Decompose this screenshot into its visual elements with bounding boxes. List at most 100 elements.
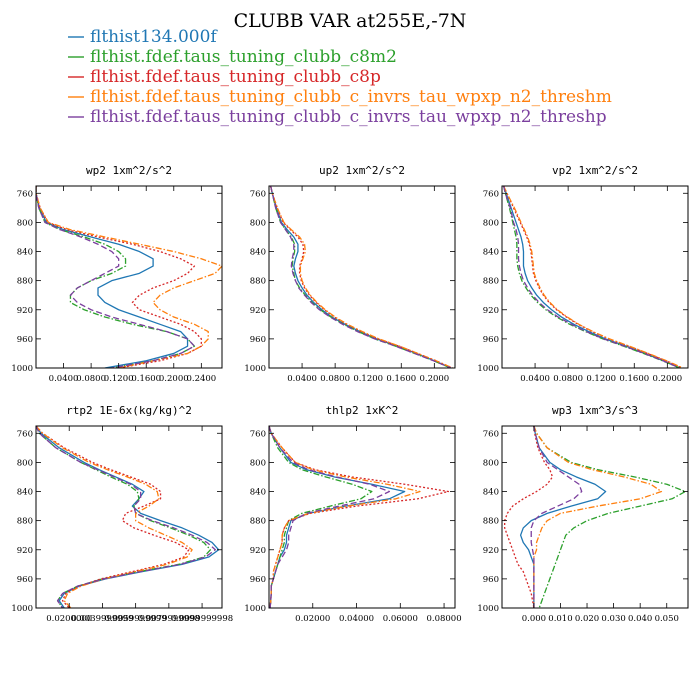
series-line (270, 186, 453, 368)
series-line (503, 186, 680, 368)
series-line (36, 186, 196, 368)
y-tick-label: 920 (250, 546, 266, 556)
legend: flthist134.000fflthist.fdef.taus_tuning_… (68, 27, 612, 127)
series-line (36, 426, 220, 608)
series-line (36, 186, 222, 368)
series-line (36, 186, 196, 368)
chart-panel: vp2 1xm^2/s^2 760 800 840 880 920 960 1000 0.040… (477, 164, 689, 384)
x-tick-label: 0.0039999999 (71, 614, 133, 624)
legend-entry: flthist134.000f (90, 27, 218, 47)
plot-frame (268, 185, 456, 369)
series-line (36, 426, 212, 608)
y-tick-label: 960 (483, 335, 499, 345)
series-line (36, 186, 189, 368)
series-line (36, 186, 202, 368)
y-tick-label: 920 (483, 306, 499, 316)
x-tick-label: 0.0800 (320, 374, 350, 384)
y-tick-label: 760 (483, 429, 499, 439)
y-tick-label: 1000 (244, 604, 266, 614)
y-tick-label: 960 (483, 575, 499, 585)
panel-title: wp2 1xm^2/s^2 (86, 164, 172, 177)
plot-frame (35, 185, 223, 369)
figure-title: CLUBB VAR at255E,-7N (234, 10, 467, 32)
series-line (503, 186, 680, 368)
y-tick-label: 800 (17, 458, 33, 468)
plot-frame (35, 425, 223, 609)
x-tick-label: 0.1600 (619, 374, 649, 384)
x-tick-label: 0.1600 (386, 374, 416, 384)
series-line (504, 426, 554, 608)
y-tick-label: 800 (250, 458, 266, 468)
y-tick-label: 800 (483, 458, 499, 468)
panel-title: thlp2 1xK^2 (326, 404, 399, 417)
plot-frame (501, 185, 689, 369)
x-tick-label: 0.030 (601, 614, 625, 624)
series-line (270, 186, 452, 368)
y-tick-label: 840 (17, 488, 33, 498)
series-line (270, 186, 452, 368)
chart-panel: wp3 1xm^3/s^3 760 800 840 880 920 960 1000 0.000… (477, 404, 689, 624)
y-tick-label: 880 (17, 277, 33, 287)
x-tick-label: 0.0400 (287, 374, 317, 384)
x-tick-label: 0.020 (575, 614, 599, 624)
y-tick-label: 1000 (11, 364, 33, 374)
y-tick-label: 880 (250, 277, 266, 287)
y-tick-label: 920 (17, 306, 33, 316)
y-tick-label: 880 (483, 277, 499, 287)
y-tick-label: 1000 (11, 604, 33, 614)
y-tick-label: 840 (250, 248, 266, 258)
series-line (503, 186, 684, 368)
y-tick-label: 760 (250, 429, 266, 439)
series-line (269, 426, 391, 608)
series-line (270, 186, 452, 368)
x-tick-label: 0.2000 (159, 374, 189, 384)
x-tick-label: 0.2000 (652, 374, 682, 384)
x-tick-label: 0.0059999999 (105, 614, 167, 624)
x-tick-label: 0.0400 (520, 374, 550, 384)
y-tick-label: 1000 (477, 604, 499, 614)
y-tick-label: 800 (483, 218, 499, 228)
y-tick-label: 960 (250, 575, 266, 585)
y-tick-label: 760 (250, 189, 266, 199)
series-line (270, 186, 453, 368)
chart-panel: rtp2 1E-6x(kg/kg)^2 760 800 840 880 920 960 100… (11, 404, 233, 624)
panel-title: wp3 1xm^3/s^3 (552, 404, 638, 417)
x-tick-label: 0.2400 (186, 374, 216, 384)
x-tick-label: 0.0800 (76, 374, 106, 384)
series-line (533, 426, 686, 608)
x-tick-label: 0.04000 (339, 614, 374, 624)
x-tick-label: 0.010 (548, 614, 572, 624)
y-tick-label: 960 (17, 335, 33, 345)
y-tick-label: 840 (483, 248, 499, 258)
panel-title: up2 1xm^2/s^2 (319, 164, 405, 177)
x-tick-label: 0.1600 (131, 374, 161, 384)
x-tick-label: 0.08000 (426, 614, 461, 624)
x-tick-label: 0.1200 (586, 374, 616, 384)
x-tick-label: 0.040 (628, 614, 652, 624)
y-tick-label: 800 (250, 218, 266, 228)
x-tick-label: 0.1200 (104, 374, 134, 384)
y-tick-label: 880 (250, 517, 266, 527)
plot-frame (501, 425, 689, 609)
y-tick-label: 840 (17, 248, 33, 258)
x-tick-label: 0.050 (655, 614, 679, 624)
legend-entry: flthist.fdef.taus_tuning_clubb_c8m2 (90, 47, 397, 67)
y-tick-label: 920 (250, 306, 266, 316)
legend-entry: flthist.fdef.taus_tuning_clubb_c_invrs_t… (90, 87, 612, 107)
x-tick-label: 0.0200000 (46, 614, 92, 624)
y-tick-label: 960 (17, 575, 33, 585)
y-tick-label: 760 (17, 429, 33, 439)
x-tick-label: 0.06000 (383, 614, 418, 624)
panel-title: vp2 1xm^2/s^2 (552, 164, 638, 177)
panel-title: rtp2 1E-6x(kg/kg)^2 (66, 404, 192, 417)
y-tick-label: 840 (250, 488, 266, 498)
chart-panel: wp2 1xm^2/s^2 760 800 840 880 920 960 1000 0.040… (11, 164, 223, 384)
x-tick-label: 0.02000 (295, 614, 330, 624)
series-line (36, 426, 193, 608)
series-line (530, 426, 583, 608)
chart-panel: thlp2 1xK^2 760 800 840 880 920 960 1000 0.02000… (244, 404, 461, 624)
series-line (533, 426, 663, 608)
x-tick-label: 0.0099999998 (171, 614, 233, 624)
series-line (269, 426, 406, 608)
